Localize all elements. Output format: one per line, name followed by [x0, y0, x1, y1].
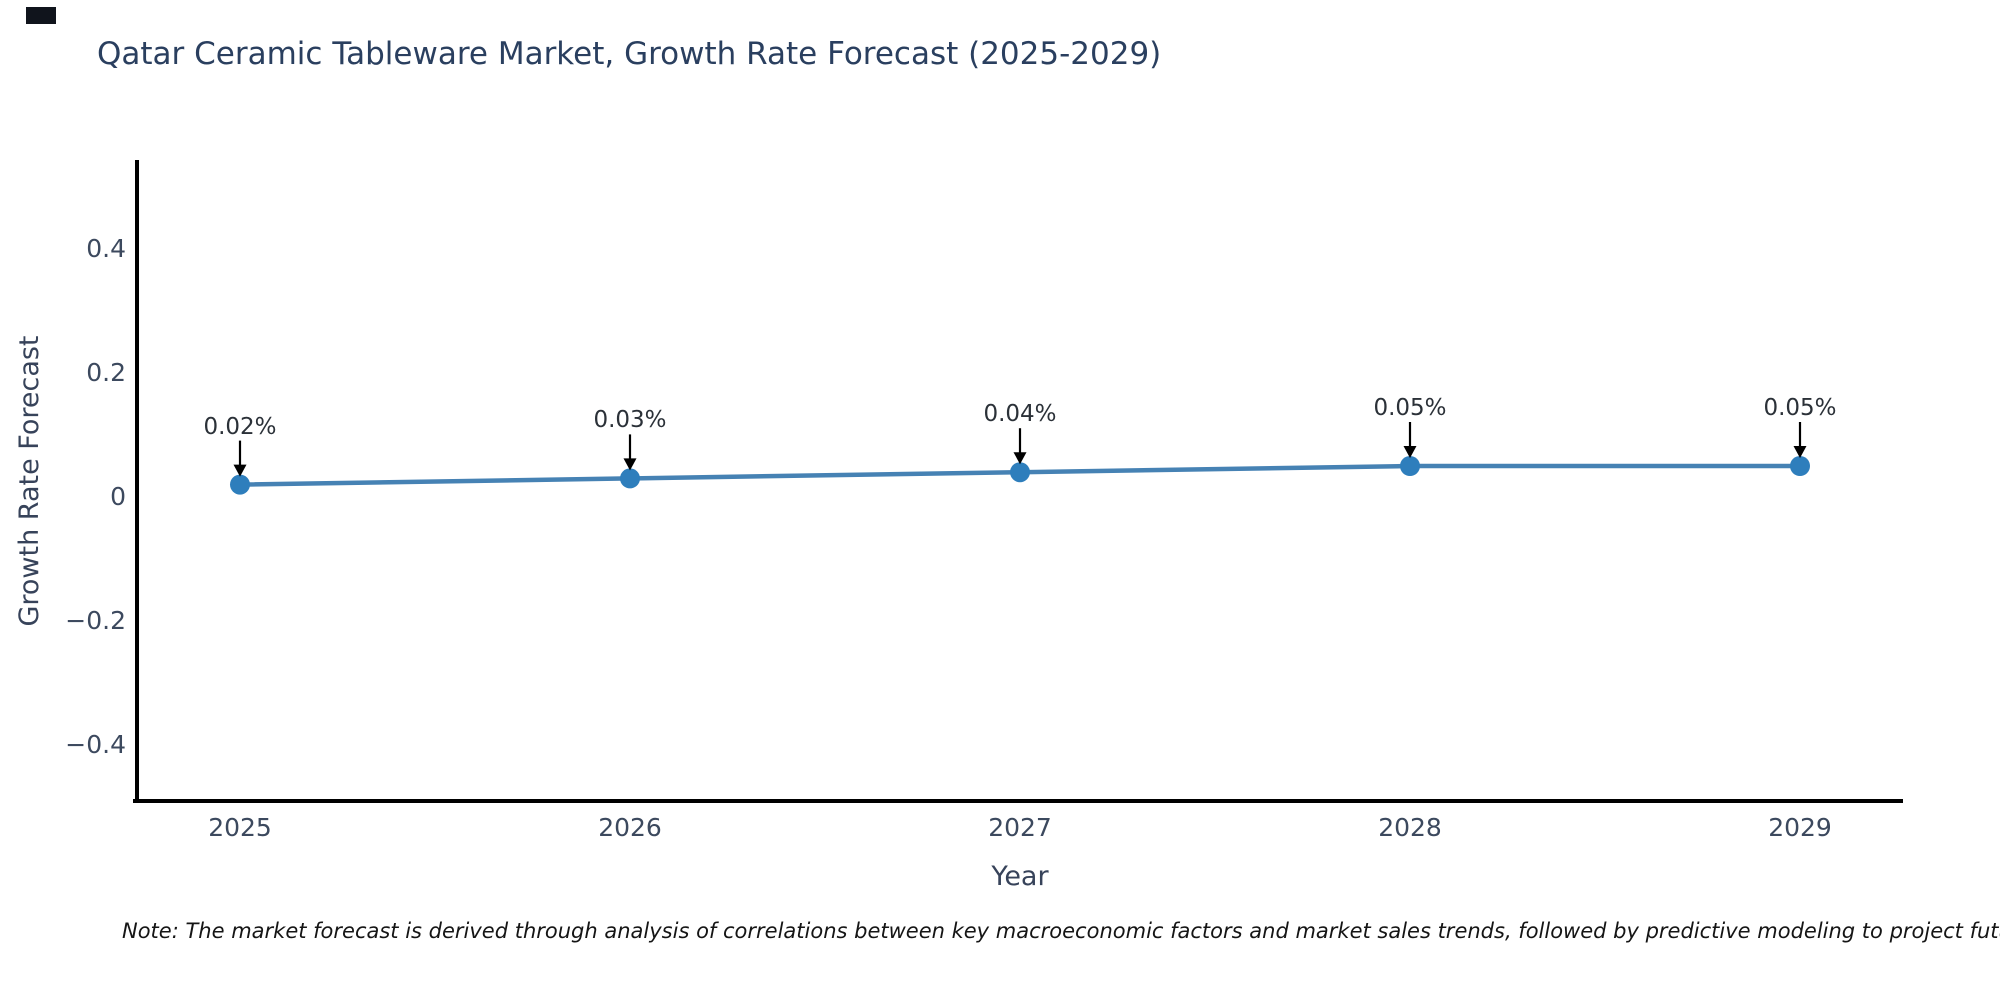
annotation-arrow-head — [1013, 452, 1027, 465]
annotation-arrow-head — [233, 464, 247, 477]
chart-title: Qatar Ceramic Tableware Market, Growth R… — [97, 36, 1162, 72]
footnote: Note: The market forecast is derived thr… — [122, 919, 2000, 943]
point-annotation: 0.05% — [1373, 395, 1447, 421]
data-point-marker — [1790, 456, 1810, 476]
data-point-marker — [620, 468, 640, 489]
data-point-marker — [1010, 462, 1030, 483]
annotation-arrow-head — [1793, 446, 1807, 458]
corner-mark — [26, 7, 56, 24]
y-tick-label: −0.2 — [65, 606, 126, 635]
y-tick-label: 0.4 — [86, 234, 126, 263]
x-tick-label: 2025 — [208, 813, 272, 842]
data-point-marker — [230, 474, 250, 495]
annotation-arrow-head — [623, 458, 637, 471]
x-tick-label: 2028 — [1378, 813, 1442, 842]
x-tick-label: 2026 — [598, 813, 662, 842]
x-axis-title: Year — [991, 861, 1049, 892]
point-annotation: 0.03% — [593, 407, 667, 434]
x-tick-label: 2029 — [1768, 813, 1832, 842]
point-annotation: 0.05% — [1763, 395, 1837, 421]
x-tick-label: 2027 — [988, 813, 1052, 842]
y-tick-label: 0.2 — [86, 358, 126, 387]
annotation-arrow-head — [1403, 446, 1417, 458]
y-tick-label: 0 — [110, 482, 126, 511]
point-annotation: 0.02% — [203, 413, 277, 440]
point-annotation: 0.04% — [983, 401, 1057, 428]
y-tick-label: −0.4 — [65, 730, 126, 759]
data-point-marker — [1400, 456, 1420, 476]
